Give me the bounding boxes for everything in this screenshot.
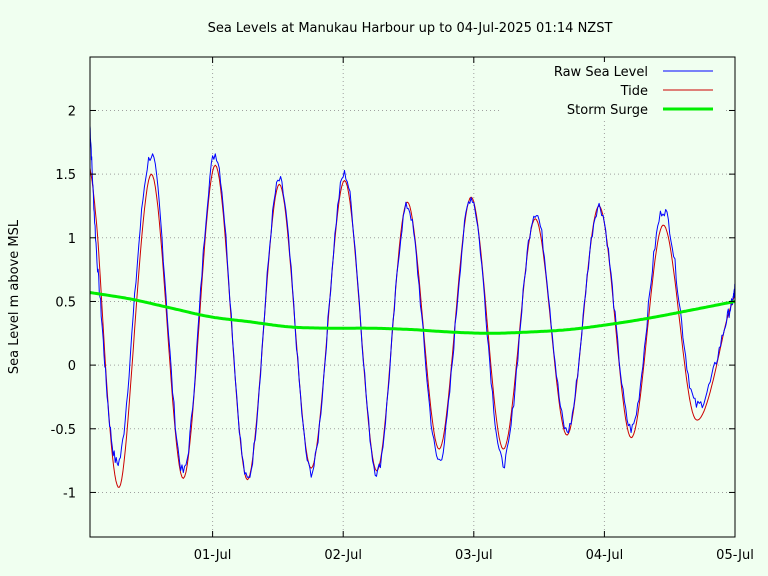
x-tick-label: 05-Jul	[716, 548, 754, 563]
legend-label-storm-surge: Storm Surge	[567, 103, 648, 118]
y-tick-label: 1	[68, 232, 76, 247]
series-lines	[89, 125, 736, 488]
raw-sea-level-line	[89, 125, 736, 478]
legend-label-tide: Tide	[620, 84, 648, 99]
x-tick-label: 01-Jul	[194, 548, 232, 563]
x-tick-label: 04-Jul	[586, 548, 624, 563]
chart-title: Sea Levels at Manukau Harbour up to 04-J…	[208, 21, 613, 36]
legend-background	[500, 100, 725, 118]
plot-frame	[89, 56, 736, 538]
legend-background	[500, 62, 725, 80]
legend-background	[500, 81, 725, 99]
y-tick-label: 0.5	[55, 295, 76, 310]
y-tick-label: 0	[68, 359, 76, 374]
y-tick-label: -1	[63, 486, 76, 501]
y-tick-label: 1.5	[55, 168, 76, 183]
axis-ticks: 2 1.5 1 0.5 0 -0.5 -1 01-Jul 02-Jul 03-Jul 04-Jul 0…	[51, 57, 754, 563]
storm-surge-line	[89, 291, 736, 335]
tide-line	[89, 164, 736, 488]
x-tick-label: 03-Jul	[455, 548, 493, 563]
x-tick-label: 02-Jul	[324, 548, 362, 563]
legend: Raw Sea Level Tide Storm Surge	[500, 62, 725, 118]
y-tick-label: 2	[68, 104, 76, 119]
y-tick-label: -0.5	[51, 423, 76, 438]
legend-label-raw-sea-level: Raw Sea Level	[554, 65, 648, 80]
y-axis-label: Sea Level m above MSL	[7, 219, 22, 374]
